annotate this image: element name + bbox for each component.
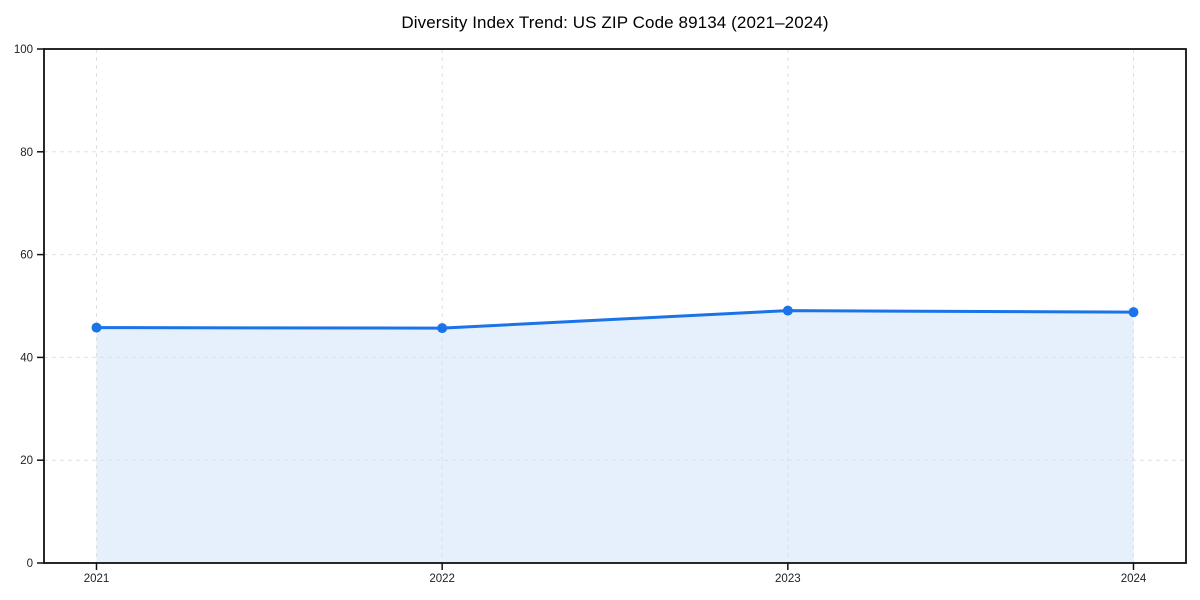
- y-tick-label: 20: [20, 455, 33, 467]
- data-point: [91, 322, 102, 333]
- x-tick-label: 2021: [84, 573, 110, 585]
- y-tick-label: 0: [27, 558, 33, 570]
- y-tick-label: 60: [20, 250, 33, 262]
- y-tick-label: 40: [20, 352, 33, 364]
- y-tick-label: 100: [14, 44, 33, 56]
- area-fill: [96, 310, 1134, 563]
- data-point: [1128, 307, 1139, 318]
- y-tick-label: 80: [20, 147, 33, 159]
- x-tick-label: 2022: [429, 573, 455, 585]
- data-point: [437, 323, 448, 334]
- data-point: [782, 305, 793, 316]
- plot-border: [43, 48, 1187, 564]
- trend-line: [95, 309, 1135, 330]
- x-tick-label: 2023: [775, 573, 801, 585]
- x-tick-label: 2024: [1121, 573, 1147, 585]
- chart-title: Diversity Index Trend: US ZIP Code 89134…: [401, 13, 829, 32]
